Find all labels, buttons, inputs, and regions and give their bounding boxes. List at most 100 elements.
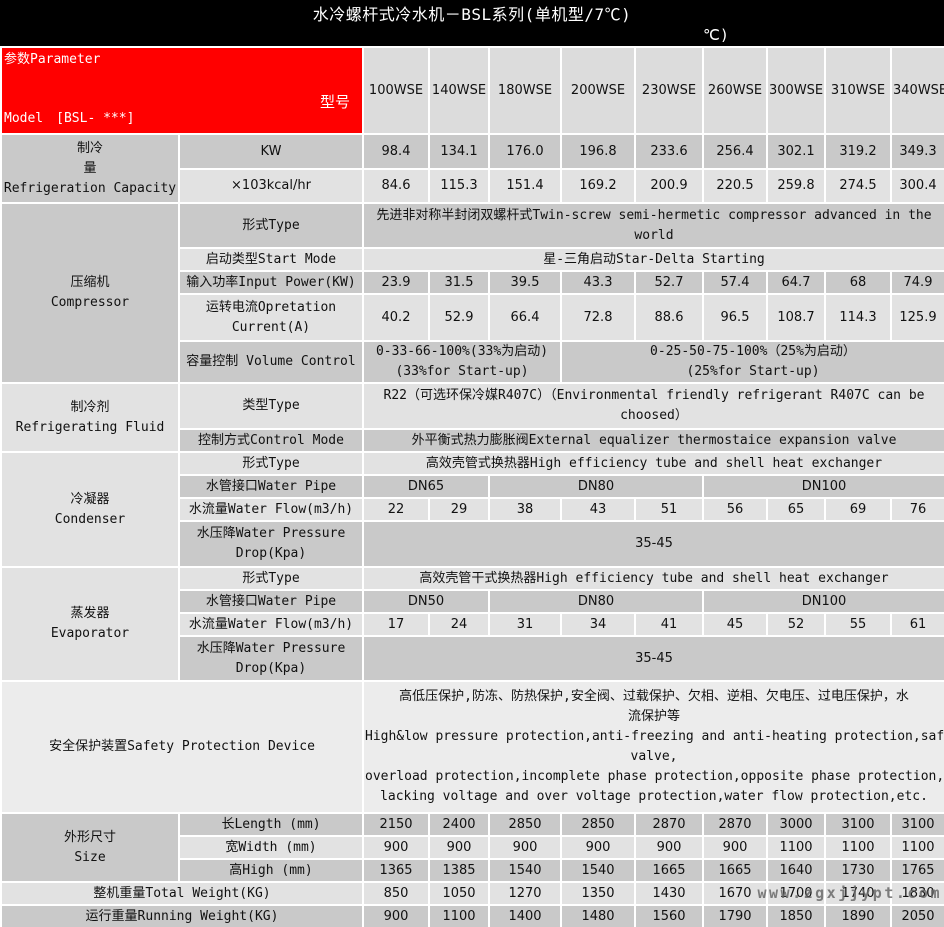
cell-text-line: 88.6: [654, 309, 684, 325]
cell-text-line: 水流量Water Flow(m3/h): [188, 616, 354, 632]
cell-text-line: 水流量Water Flow(m3/h): [188, 501, 354, 517]
cell-text-line: 140WSE: [431, 82, 487, 98]
data-cell: 1270: [488, 881, 562, 906]
cell-text-line: 运行重量Running Weight(KG): [85, 908, 279, 924]
table-row: 蒸发器 Evaporator 形式Type 高效壳管干式换热器High efficie…: [0, 566, 944, 682]
cell-text-line: 51: [660, 501, 678, 517]
data-cell: 3100: [890, 812, 944, 837]
row-group-label: 制冷量 Refrigeration Capacity: [0, 133, 180, 204]
row-label: 输入功率Input Power(KW): [178, 270, 364, 295]
data-cell: 1350: [560, 881, 636, 906]
cell-text-line: 2050: [901, 908, 935, 924]
cell-text-line: 900: [585, 839, 611, 855]
data-cell-span: 先进非对称半封闭双螺杆式Twin-screw semi-hermetic com…: [362, 202, 944, 249]
cell-text-line: 压缩机: [70, 275, 110, 290]
cell-text-line: 2870: [652, 816, 686, 832]
cell-text-line: 0-25-50-75-100%（25%为启动）: [650, 344, 856, 359]
cell-text-line: 1730: [841, 862, 875, 878]
table-row: 整机重量Total Weight(KG) 850 1050 1270 1350 1430 1…: [0, 881, 944, 906]
cell-text-line: 43: [589, 501, 607, 517]
cell-text-line: 96.5: [720, 309, 750, 325]
cell-text-line: 41: [660, 616, 678, 632]
cell-text-line: lacking voltage and over voltage protect…: [380, 789, 928, 804]
data-cell: 24: [428, 612, 490, 637]
data-cell: 40.2: [362, 293, 430, 342]
cell-text-line: 76: [909, 501, 927, 517]
cell-text-line: 302.1: [777, 143, 815, 159]
cell-text-line: ×103kcal/hr: [231, 178, 311, 193]
data-cell: 96.5: [702, 293, 768, 342]
data-cell: 56: [702, 497, 768, 522]
cell-text-line: 24: [450, 616, 468, 632]
watermark: www.zgxjjypt.com: [757, 884, 942, 902]
cell-text-line: 340WSE: [893, 82, 944, 98]
data-cell: 196.8: [560, 133, 636, 170]
cell-text-line: 1540: [581, 862, 615, 878]
row-label: 水管接口Water Pipe: [178, 474, 364, 499]
column-header: 200WSE: [560, 46, 636, 135]
cell-text-line: 300WSE: [769, 82, 824, 98]
cell-text-line: 900: [722, 839, 748, 855]
cell-text-line: world: [634, 227, 674, 243]
table-row: 高High (mm) 1365 1385 1540 1540 1665 1665 1640 17…: [1, 858, 944, 883]
cell-text-line: 98.4: [381, 143, 411, 159]
data-cell: 34: [560, 612, 636, 637]
row-label: 安全保护装置Safety Protection Device: [0, 680, 364, 814]
cell-text-line: 69: [849, 501, 867, 517]
column-header: 260WSE: [702, 46, 768, 135]
table-row: 压缩机 Compressor 形式Type 先进非对称半封闭双螺杆式Twin-scre…: [0, 202, 944, 384]
cell-text-line: 3000: [779, 816, 813, 832]
cell-text-line: 制冷剂: [70, 399, 110, 415]
data-cell-span: DN65: [362, 474, 490, 499]
cell-text-line: Condenser: [54, 511, 126, 527]
data-cell: 52.7: [634, 270, 704, 295]
table-row: 输入功率Input Power(KW) 23.9 31.5 39.5 43.3 52.7 5…: [1, 270, 944, 295]
data-cell: 1790: [702, 904, 768, 927]
data-cell: 2850: [560, 812, 636, 837]
cell-text-line: 900: [446, 839, 472, 855]
cell-text-line: 1765: [901, 862, 935, 878]
data-cell: 1365: [362, 858, 430, 883]
cell-text-line: 900: [656, 839, 682, 855]
cell-text-line: DN50: [407, 593, 445, 609]
data-cell: 1850: [766, 904, 826, 927]
data-cell: 1740: [824, 881, 892, 906]
cell-text-line: Evaporator: [50, 626, 130, 641]
cell-text-line: 40.2: [381, 309, 411, 325]
table-row: 安全保护装置Safety Protection Device 高低压保护,防冻、防…: [0, 680, 944, 814]
cell-text-line: 水压降Water Pressure: [196, 526, 346, 541]
data-cell: 900: [428, 835, 490, 860]
data-cell: 22: [362, 497, 430, 522]
cell-text-line: 制冷: [76, 140, 103, 156]
cell-text-line: 22: [387, 501, 405, 517]
cell-text-line: 34: [589, 616, 607, 632]
column-header: 100WSE: [362, 46, 430, 135]
row-label: 长Length (mm): [178, 812, 364, 837]
data-cell: 66.4: [488, 293, 562, 342]
cell-text-line: 1790: [718, 908, 752, 924]
cell-text-line: 0-33-66-100%(33%为启动): [375, 344, 549, 359]
table-row: 冷凝器 Condenser 形式Type 高效壳管式换热器High efficienc…: [0, 451, 944, 568]
data-cell: 31.5: [428, 270, 490, 295]
data-cell: 84.6: [362, 168, 430, 204]
row-label: 水流量Water Flow(m3/h): [178, 497, 364, 522]
cell-text-line: 259.8: [777, 178, 815, 193]
data-cell: 900: [560, 835, 636, 860]
cell-text-line: 64.7: [781, 274, 811, 290]
cell-text-line: 形式Type: [242, 217, 300, 233]
data-cell: 114.3: [824, 293, 892, 342]
table-row: 外形尺寸 Size 长Length (mm) 2150 2400 2850 2850 2870…: [0, 812, 944, 883]
data-cell: 900: [362, 904, 430, 927]
cell-text-line: 外平衡式热力膨胀阀External equalizer thermostaice…: [411, 432, 897, 448]
cell-text-line: 196.8: [579, 143, 617, 159]
data-cell-span: DN100: [702, 589, 944, 614]
data-cell: 2150: [362, 812, 430, 837]
cell-text-line: 108.7: [777, 309, 815, 325]
row-label: 水管接口Water Pipe: [178, 589, 364, 614]
cell-text-line: 349.3: [899, 143, 937, 159]
spec-table: 参数Parameter 型号 Model [BSL- ***] 100WSE 14…: [0, 46, 944, 927]
data-cell-span: 星-三角启动Star-Delta Starting: [362, 247, 944, 272]
data-cell: 39.5: [488, 270, 562, 295]
cell-text-line: 1665: [652, 862, 686, 878]
data-cell: 45: [702, 612, 768, 637]
